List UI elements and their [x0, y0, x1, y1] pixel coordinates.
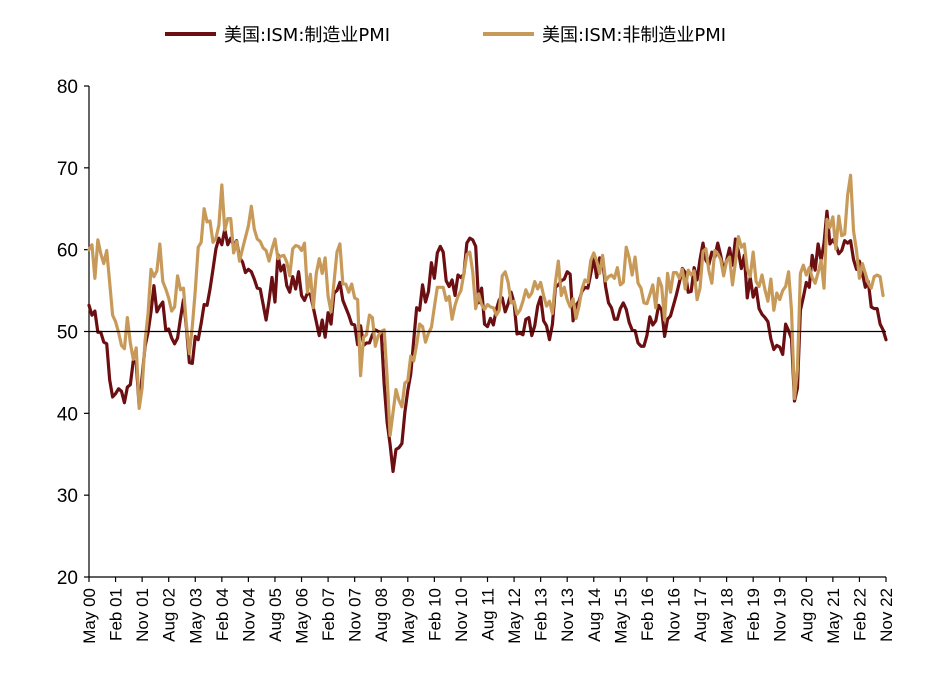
y-tick-label: 40 — [57, 404, 78, 425]
legend-label-non-manufacturing: 美国:ISM:非制造业PMI — [542, 25, 726, 46]
x-tick-label: Feb 04 — [213, 588, 232, 641]
x-tick-label: Aug 20 — [797, 588, 816, 642]
x-tick-label: May 18 — [718, 588, 737, 644]
x-tick-label: Feb 07 — [319, 588, 338, 641]
x-tick-label: May 06 — [293, 588, 312, 644]
x-tick-label: Feb 19 — [744, 588, 763, 641]
y-tick-label: 80 — [57, 77, 78, 98]
y-tick-label: 70 — [57, 159, 78, 180]
x-tick-label: Aug 17 — [691, 588, 710, 642]
x-tick-label: Aug 14 — [585, 588, 604, 642]
x-tick-label: Feb 10 — [425, 588, 444, 641]
y-tick-label: 20 — [57, 568, 78, 589]
y-tick-label: 60 — [57, 241, 78, 262]
x-tick-label: Aug 02 — [160, 588, 179, 642]
x-tick-label: Nov 07 — [346, 588, 365, 642]
x-tick-label: May 15 — [611, 588, 630, 644]
x-tick-label: May 09 — [399, 588, 418, 644]
x-tick-label: Nov 10 — [452, 588, 471, 642]
y-tick-label: 50 — [57, 323, 78, 344]
x-tick-label: Aug 05 — [266, 588, 285, 642]
x-tick-label: Nov 16 — [664, 588, 683, 642]
x-tick-label: Nov 01 — [133, 588, 152, 642]
x-tick-label: May 21 — [824, 588, 843, 644]
series-line-non-manufacturing — [87, 173, 885, 438]
legend-label-manufacturing: 美国:ISM:制造业PMI — [224, 25, 390, 46]
x-tick-label: Aug 08 — [372, 588, 391, 642]
x-tick-label: Feb 13 — [532, 588, 551, 641]
y-tick-label: 30 — [57, 486, 78, 507]
x-tick-label: May 12 — [505, 588, 524, 644]
chart-series — [87, 173, 888, 474]
x-tick-label: Nov 22 — [877, 588, 896, 642]
x-tick-label: May 00 — [80, 588, 99, 644]
x-tick-label: Nov 13 — [558, 588, 577, 642]
series-line-manufacturing — [87, 209, 888, 474]
x-tick-label: Feb 16 — [638, 588, 657, 641]
chart-legend: 美国:ISM:制造业PMI 美国:ISM:非制造业PMI — [165, 25, 726, 46]
x-axis: May 00 Feb 01 Nov 01 Aug 02 May 03 Feb 04 Nov … — [80, 576, 896, 644]
x-tick-label: May 03 — [186, 588, 205, 644]
y-axis: 20 30 40 50 60 70 80 — [57, 77, 90, 589]
x-tick-label: Aug 11 — [479, 588, 498, 641]
x-tick-label: Nov 04 — [239, 588, 258, 642]
x-tick-label: Feb 01 — [107, 588, 126, 641]
x-tick-label: Nov 19 — [771, 588, 790, 642]
x-tick-label: Feb 22 — [850, 588, 869, 641]
